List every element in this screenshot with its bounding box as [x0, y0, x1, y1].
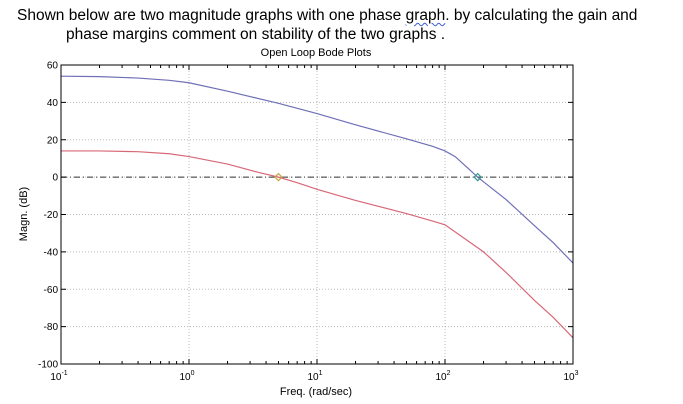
- crossover-marker-1: [473, 172, 483, 182]
- spellcheck-underlined-word: graph: [405, 7, 446, 24]
- y-tick-label: 40: [47, 98, 59, 109]
- axis-ticks: [60, 64, 574, 365]
- x-axis-label: Freq. (rad/sec): [280, 386, 352, 398]
- chart-title: Open Loop Bode Plots: [261, 47, 372, 59]
- y-tick-label: -40: [44, 247, 59, 258]
- y-tick-label: -20: [44, 210, 59, 221]
- y-tick-label: 20: [47, 135, 59, 146]
- question-line-1: Shown below are two magnitude graphs wit…: [17, 6, 637, 25]
- x-tick-label: 103: [563, 370, 578, 383]
- y-tick-label: -100: [38, 360, 58, 371]
- series-line-2: [61, 150, 574, 339]
- x-tick-label: 10-1: [50, 370, 67, 383]
- x-tick-labels: 10-1 100 101 102 103: [50, 370, 578, 383]
- crossover-markers: [274, 172, 483, 182]
- y-tick-label: -80: [44, 322, 59, 333]
- crossover-marker-2: [274, 172, 283, 182]
- y-tick-labels: 60 40 20 0 -20 -40 -60 -80 -100: [38, 61, 58, 371]
- question-line-1-start: Shown below are two magnitude graphs wit…: [17, 7, 406, 24]
- x-tick-label: 102: [435, 370, 450, 383]
- y-tick-label: 60: [47, 61, 59, 72]
- x-tick-label: 101: [307, 370, 322, 383]
- question-line-2: phase margins comment on stability of th…: [66, 26, 446, 43]
- y-axis-label: Magn. (dB): [18, 187, 30, 241]
- x-tick-label: 100: [179, 370, 194, 383]
- grid-lines: [61, 65, 573, 364]
- series-line-1: [60, 75, 574, 264]
- question-line-1-end: . by calculating the gain and: [445, 7, 638, 24]
- series-lines: [60, 75, 574, 339]
- y-tick-label: -60: [44, 285, 59, 296]
- y-tick-label: 0: [52, 173, 58, 184]
